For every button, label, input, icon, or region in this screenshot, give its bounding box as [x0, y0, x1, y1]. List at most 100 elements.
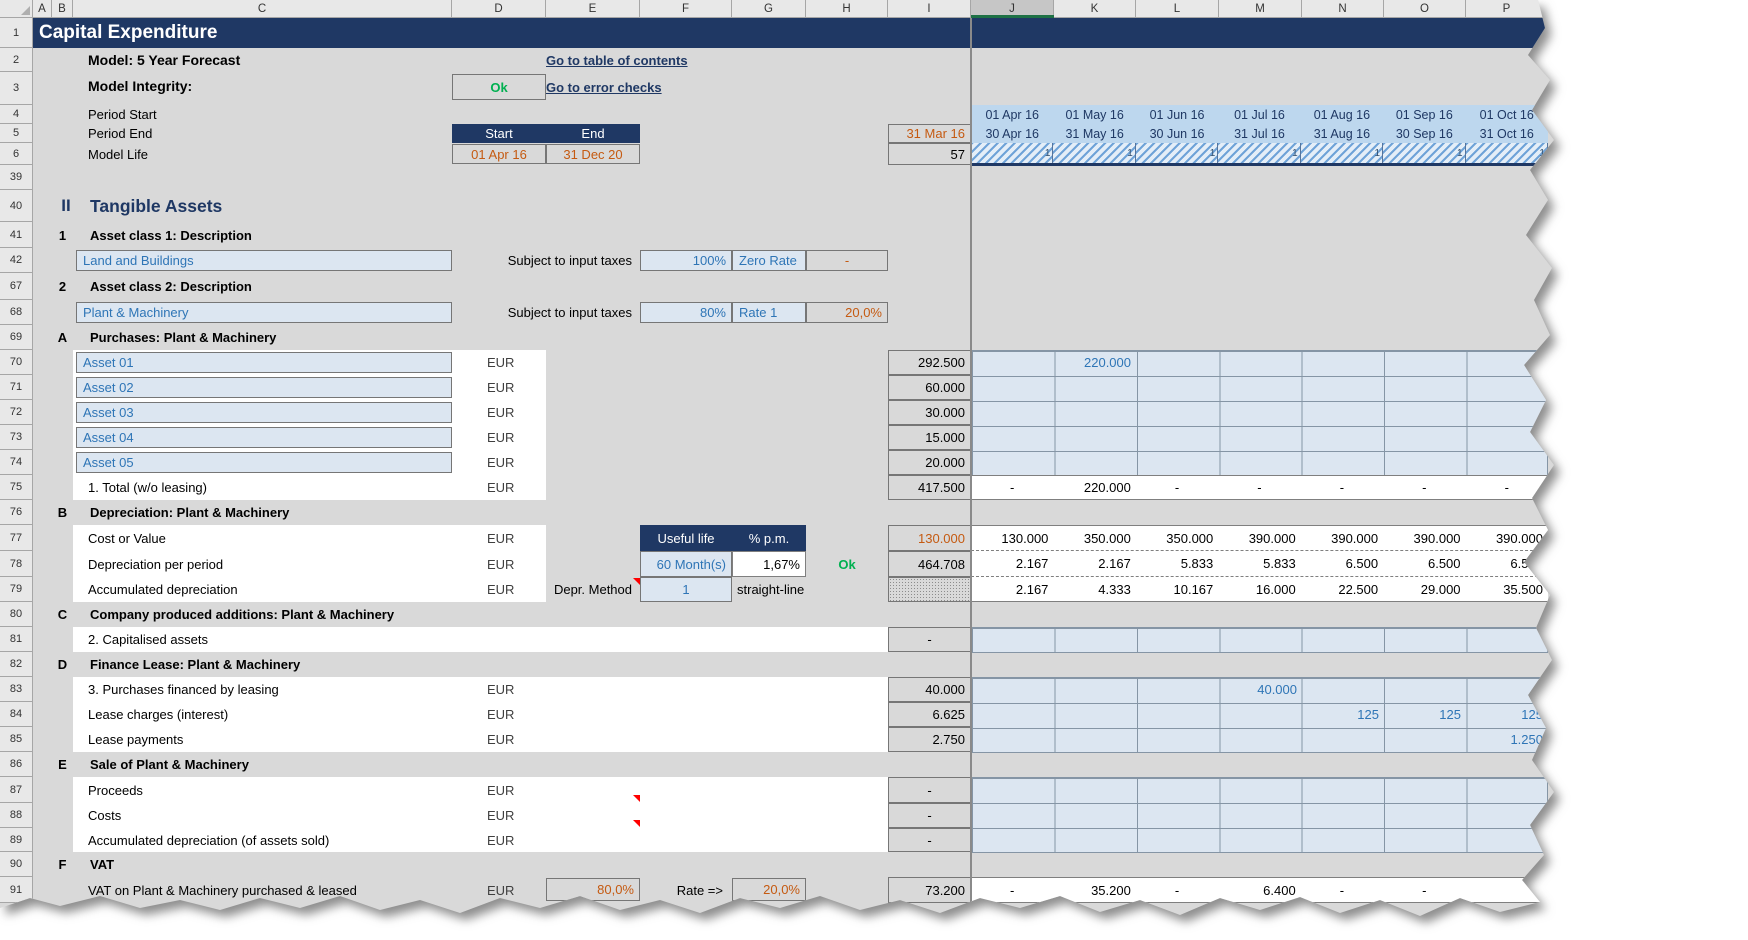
depr-method-name[interactable]: straight-line — [737, 582, 805, 597]
class1-description-input[interactable]: Land and Buildings — [76, 250, 452, 271]
period-end-cell[interactable]: 30 Apr 16 — [985, 126, 1039, 141]
depr-method-label[interactable]: Depr. Method — [553, 582, 632, 597]
asset-name-input[interactable]: Asset 05 — [76, 452, 452, 473]
period-start-cell[interactable]: 01 Apr 16 — [985, 107, 1039, 122]
row-header[interactable]: 71 — [0, 375, 33, 400]
row-header[interactable]: 69 — [0, 325, 33, 350]
period-start-cell[interactable]: 01 Jul 16 — [1234, 107, 1285, 122]
period-start-cell[interactable]: 01 Sep 16 — [1395, 107, 1453, 122]
cost-value[interactable]: 390.000 — [1248, 530, 1296, 546]
accum-depreciation-value[interactable]: 10.167 — [1173, 581, 1214, 597]
purchases-input-grid[interactable] — [971, 350, 1548, 476]
currency-label[interactable]: EUR — [487, 556, 515, 572]
purchases-total-value[interactable]: - — [1339, 480, 1345, 495]
cost-or-value-label[interactable]: Cost or Value — [88, 530, 166, 546]
model-life-value-cell[interactable]: 57 — [888, 143, 971, 165]
currency-label[interactable]: EUR — [487, 808, 515, 823]
row-header[interactable]: 41 — [0, 222, 33, 248]
class2-description-input[interactable]: Plant & Machinery — [76, 302, 452, 323]
period-end-cell[interactable]: 30 Jun 16 — [1149, 126, 1205, 141]
asset-name-input[interactable]: Asset 01 — [76, 352, 452, 373]
sale-section-label[interactable]: Sale of Plant & Machinery — [90, 757, 249, 772]
depreciation-value[interactable]: 6.500 — [1510, 556, 1543, 571]
vat-pct-cell[interactable]: 80,0% — [546, 878, 640, 901]
col-header-P[interactable]: P — [1466, 0, 1548, 18]
cost-value[interactable]: 350.000 — [1166, 530, 1214, 546]
accum-depreciation-value[interactable]: 29.000 — [1420, 581, 1461, 597]
period-flag-cell[interactable]: 1 — [1465, 143, 1548, 164]
asset-total-cell[interactable]: 30.000 — [888, 400, 971, 425]
depreciation-total-cell[interactable]: 464.708 — [888, 551, 971, 577]
col-header-F[interactable]: F — [640, 0, 732, 18]
asset-total-cell[interactable]: 60.000 — [888, 375, 971, 400]
col-header-H[interactable]: H — [806, 0, 888, 18]
lease-purchases-total-cell[interactable]: 40.000 — [888, 677, 971, 702]
depreciation-section-label[interactable]: Depreciation: Plant & Machinery — [90, 505, 290, 520]
purchases-total-value[interactable]: - — [1504, 480, 1509, 495]
additions-section-letter[interactable]: C — [57, 607, 68, 622]
period-end-cell[interactable]: 31 May 16 — [1065, 126, 1124, 141]
cost-value[interactable]: 350.000 — [1083, 530, 1131, 546]
purchases-total-value[interactable]: - — [1010, 480, 1015, 495]
period-flag-cell[interactable]: 1 — [1383, 143, 1466, 164]
lease-charges-o-value[interactable]: 125 — [1439, 707, 1461, 722]
row-header[interactable]: 2 — [0, 48, 33, 72]
cost-value[interactable]: 390.000 — [1413, 530, 1461, 546]
asset-name-input[interactable]: Asset 02 — [76, 377, 452, 398]
row-header[interactable]: 79 — [0, 577, 33, 602]
row-header[interactable]: 42 — [0, 248, 33, 273]
period-start-cell[interactable]: 01 May 16 — [1065, 107, 1124, 122]
depr-method-input[interactable]: 1 — [640, 577, 732, 602]
toc-link[interactable]: Go to table of contents — [546, 52, 688, 68]
row-header[interactable]: 1 — [0, 18, 33, 48]
lease-payments-label[interactable]: Lease payments — [88, 732, 184, 747]
error-checks-link[interactable]: Go to error checks — [546, 79, 662, 95]
sale-input-grid[interactable] — [971, 777, 1548, 853]
purchases-total-label[interactable]: 1. Total (w/o leasing) — [88, 480, 207, 495]
period-flag-cell[interactable]: 1 — [1300, 143, 1384, 164]
class2-rate-value-cell[interactable]: 20,0% — [806, 302, 888, 323]
asset-total-cell[interactable]: 292.500 — [888, 350, 971, 375]
proceeds-total-cell[interactable]: - — [888, 777, 971, 803]
row-header[interactable]: 88 — [0, 803, 33, 828]
period-end-cell[interactable]: 31 Jul 16 — [1234, 126, 1285, 141]
capitalised-assets-input-row[interactable] — [971, 627, 1548, 653]
row-header[interactable]: 40 — [0, 190, 33, 222]
vat-value[interactable]: - — [1174, 882, 1180, 898]
useful-life-header[interactable]: Useful life — [640, 525, 732, 551]
row-header[interactable]: 78 — [0, 551, 33, 577]
row-header[interactable]: 86 — [0, 752, 33, 777]
col-header-O[interactable]: O — [1384, 0, 1466, 18]
currency-label[interactable]: EUR — [487, 430, 515, 445]
model-life-label[interactable]: Model Life — [88, 146, 148, 162]
currency-label[interactable]: EUR — [487, 582, 515, 597]
col-header-M[interactable]: M — [1219, 0, 1302, 18]
class2-number[interactable]: 2 — [58, 279, 67, 294]
model-label[interactable]: Model: 5 Year Forecast — [88, 52, 241, 68]
pm-value-cell[interactable]: 1,67% — [732, 551, 806, 577]
class2-tax-pct-cell[interactable]: 80% — [640, 302, 732, 323]
row-header[interactable]: 91 — [0, 877, 33, 903]
currency-label[interactable]: EUR — [487, 682, 515, 697]
sale-accum-total-cell[interactable]: - — [888, 828, 971, 852]
model-end-cell[interactable]: 31 Dec 20 — [546, 144, 640, 164]
col-header-I[interactable]: I — [888, 0, 971, 18]
period-flag-cell[interactable]: 1 — [1218, 143, 1301, 164]
row-header[interactable]: 87 — [0, 777, 33, 803]
model-start-cell[interactable]: 01 Apr 16 — [452, 144, 546, 164]
class2-tax-label[interactable]: Subject to input taxes — [507, 305, 632, 320]
class1-tax-rate-cell[interactable]: Zero Rate — [732, 250, 806, 271]
currency-label[interactable]: EUR — [487, 782, 515, 798]
sale-accum-label[interactable]: Accumulated depreciation (of assets sold… — [88, 832, 330, 848]
depreciation-value[interactable]: 6.500 — [1427, 556, 1461, 571]
select-all-corner[interactable] — [0, 0, 33, 18]
col-header-E[interactable]: E — [546, 0, 640, 18]
lease-payments-p-value[interactable]: 1.250 — [1510, 732, 1543, 747]
section-number[interactable]: II — [61, 196, 71, 215]
depreciation-value[interactable]: 5.833 — [1263, 556, 1296, 571]
period-end-label[interactable]: Period End — [88, 126, 153, 141]
purchases-total-value[interactable]: 220.000 — [1083, 480, 1131, 495]
row-header[interactable]: 83 — [0, 677, 33, 702]
start-column-header[interactable]: Start — [452, 124, 546, 143]
col-header-K[interactable]: K — [1054, 0, 1136, 18]
